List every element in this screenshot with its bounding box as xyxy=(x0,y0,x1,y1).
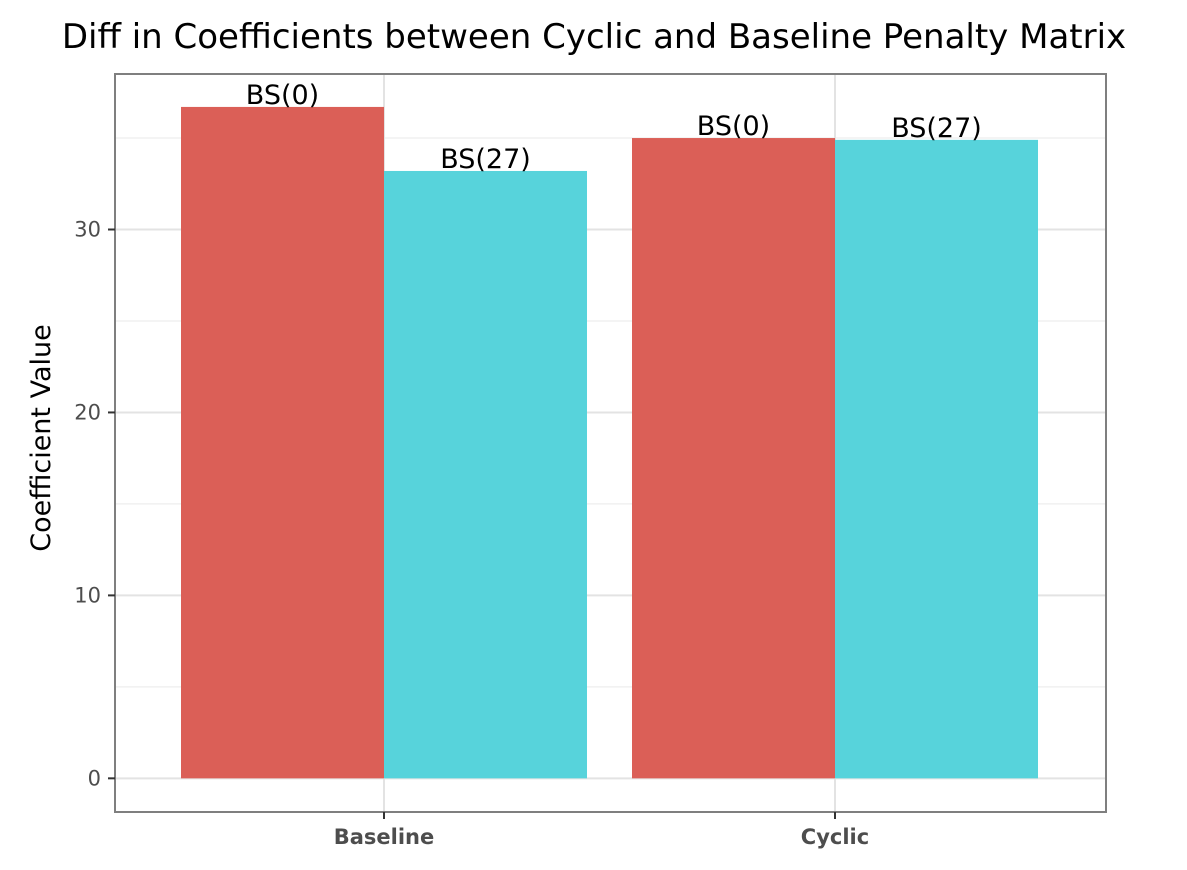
y-tick-label: 10 xyxy=(74,583,101,607)
panel-border xyxy=(114,73,1107,813)
bar-label: BS(0) xyxy=(246,80,319,111)
x-tick-label: Baseline xyxy=(334,825,435,849)
bar xyxy=(181,106,384,779)
y-axis: 0 10 20 30 xyxy=(74,218,115,790)
x-tick-label: Cyclic xyxy=(801,825,869,849)
bar-label: BS(27) xyxy=(440,144,531,175)
chart-title: Diff in Coefficients between Cyclic and … xyxy=(62,17,1126,57)
bar-label: BS(0) xyxy=(697,111,770,142)
bars xyxy=(181,106,1038,779)
bar-label: BS(27) xyxy=(891,113,982,144)
bar xyxy=(384,170,587,779)
y-tick-label: 0 xyxy=(88,766,101,790)
bar-labels: BS(0) BS(27) BS(0) BS(27) xyxy=(246,80,982,175)
y-tick-label: 30 xyxy=(74,218,101,242)
bar xyxy=(632,138,835,779)
y-tick-label: 20 xyxy=(74,400,101,424)
x-axis: Baseline Cyclic xyxy=(334,812,869,849)
bar xyxy=(835,139,1038,779)
y-axis-label: Coefficient Value xyxy=(26,324,57,551)
